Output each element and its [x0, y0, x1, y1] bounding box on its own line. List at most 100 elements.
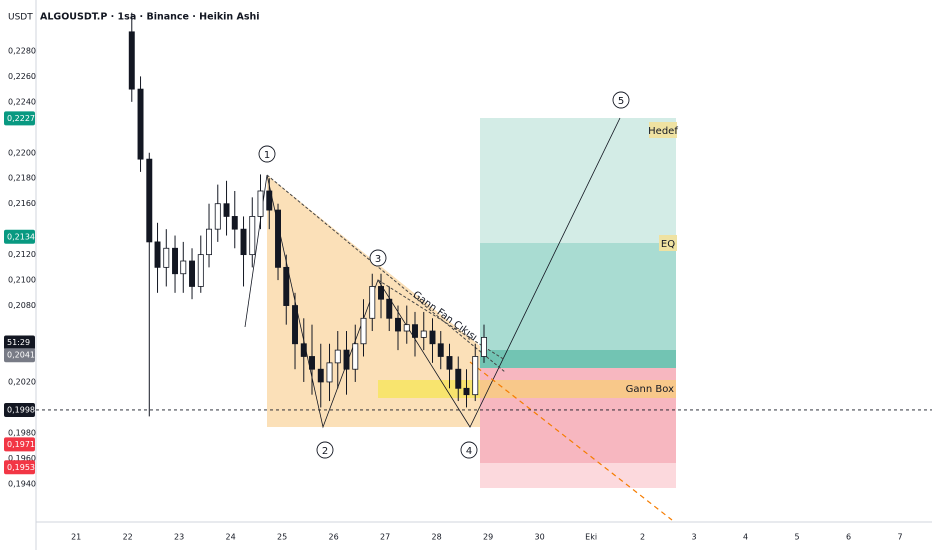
- candle-body: [455, 368, 462, 389]
- y-tick-label: 0,2080: [8, 301, 36, 310]
- label-bg: [659, 235, 677, 251]
- candle-body: [352, 343, 359, 370]
- price-tag-label: 0,2041: [7, 351, 35, 360]
- y-tick-label: 0,1940: [8, 479, 36, 488]
- candle-body: [146, 158, 153, 243]
- candle-body: [334, 349, 341, 364]
- candle-body: [360, 317, 367, 345]
- fan-line: [469, 361, 673, 521]
- candle-body: [343, 349, 350, 370]
- candle-body: [180, 260, 187, 275]
- price-tag-label: 0,1953: [7, 463, 35, 472]
- label-bg: [649, 122, 677, 138]
- price-tag: [4, 437, 35, 452]
- candle-body: [403, 324, 410, 332]
- y-tick-label: 0,2260: [8, 72, 36, 81]
- wave-label: 4: [466, 446, 472, 457]
- x-tick-label: 27: [380, 533, 390, 542]
- candle-body: [163, 247, 170, 268]
- candle-body: [257, 190, 264, 217]
- x-tick-label: 2: [640, 533, 645, 542]
- candle-body: [154, 241, 161, 268]
- price-tag-label: 51:29: [7, 338, 30, 347]
- candle-body: [395, 317, 401, 332]
- box-zone: [480, 243, 676, 350]
- x-tick-label: 23: [174, 533, 184, 542]
- candle-body: [240, 228, 247, 256]
- y-tick-label: 0,2020: [8, 377, 36, 386]
- wave-circle: [316, 441, 334, 459]
- wave-circle: [460, 441, 478, 459]
- y-tick-label: 0,2240: [8, 97, 36, 106]
- candle-body: [446, 356, 453, 370]
- x-tick-label: 30: [535, 533, 545, 542]
- y-tick-label: 0,2280: [8, 46, 36, 55]
- wave-label: 1: [264, 150, 270, 161]
- price-tag: [4, 229, 35, 244]
- wave-circle: [612, 91, 630, 109]
- price-tag-label: 0,1971: [7, 440, 35, 449]
- y-tick-label: 0,2200: [8, 148, 36, 157]
- candle-body: [223, 203, 230, 217]
- axis-unit: USDT: [8, 13, 33, 23]
- y-tick-label: 0,1980: [8, 428, 36, 437]
- candle-body: [249, 216, 256, 256]
- candle-body: [137, 88, 144, 160]
- x-tick-label: 26: [329, 533, 339, 542]
- y-tick-label: 0,2160: [8, 199, 36, 208]
- candle-body: [437, 343, 444, 357]
- price-tag: [4, 460, 35, 475]
- fan-line: [266, 174, 506, 373]
- y-tick-label: 0,1960: [8, 454, 36, 463]
- candle-body: [429, 330, 436, 345]
- candle-body: [369, 286, 376, 319]
- wave-label: 2: [322, 446, 328, 457]
- wave-circle: [258, 145, 276, 163]
- x-tick-label: Eki: [585, 533, 597, 542]
- x-tick-label: 7: [898, 533, 903, 542]
- box-zone: [480, 463, 676, 488]
- candle-body: [214, 203, 221, 230]
- candle-body: [326, 362, 333, 383]
- candle-body: [275, 209, 281, 268]
- candle-body: [472, 356, 479, 396]
- price-tag: [4, 402, 35, 417]
- x-tick-label: 29: [483, 533, 493, 542]
- zone-label: Hedef: [648, 126, 678, 137]
- y-tick-label: 0,2180: [8, 174, 36, 183]
- candle-body: [128, 31, 135, 90]
- fan-area: [267, 175, 530, 427]
- candle-body: [206, 228, 212, 256]
- price-tag-label: 0,1998: [7, 405, 35, 414]
- x-tick-label: 3: [692, 533, 697, 542]
- x-tick-label: 5: [795, 533, 800, 542]
- x-tick-label: 6: [846, 533, 851, 542]
- zone-label: Gann Box: [626, 384, 674, 395]
- price-tag-label: 0,2227: [7, 114, 35, 123]
- candle-body: [481, 336, 487, 357]
- wave-label: 3: [375, 254, 381, 265]
- candle-body: [317, 368, 324, 383]
- price-tag: [4, 348, 35, 363]
- x-tick-label: 21: [71, 533, 81, 542]
- chart-title: ALGOUSDT.P · 1sa · Binance · Heikin Ashi: [40, 12, 260, 23]
- price-tag: [4, 335, 35, 350]
- candle-body: [266, 190, 273, 211]
- box-zone: [480, 118, 676, 243]
- x-tick-label: 22: [123, 533, 133, 542]
- candle-body: [463, 387, 470, 396]
- x-tick-label: 25: [277, 533, 287, 542]
- candle-body: [283, 266, 290, 306]
- price-tag-label: 0,2134: [7, 232, 35, 241]
- candle-body: [378, 286, 384, 300]
- candle-body: [197, 254, 204, 287]
- drawings: 1 2 3 4 5 Hedef EQ Gann Box Gann Fan Çık…: [244, 91, 678, 521]
- yellow-band: [378, 380, 480, 398]
- wave-label: 5: [618, 96, 624, 107]
- candle-body: [412, 324, 418, 338]
- candle-body: [300, 343, 307, 357]
- wave-circle: [369, 249, 387, 267]
- x-tick-label: 28: [432, 533, 442, 542]
- yellow-band: [480, 380, 676, 398]
- candle-body: [189, 260, 196, 287]
